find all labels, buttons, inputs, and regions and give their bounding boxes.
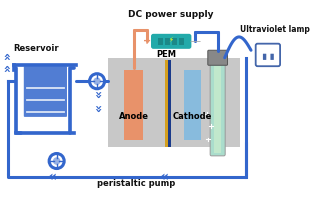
Circle shape bbox=[90, 74, 105, 89]
Text: +: + bbox=[143, 36, 151, 46]
FancyBboxPatch shape bbox=[256, 44, 280, 66]
Text: «: « bbox=[160, 170, 169, 184]
FancyBboxPatch shape bbox=[271, 54, 274, 60]
FancyBboxPatch shape bbox=[214, 66, 221, 153]
FancyBboxPatch shape bbox=[124, 70, 143, 140]
Text: Anode: Anode bbox=[119, 112, 149, 121]
FancyBboxPatch shape bbox=[24, 66, 67, 117]
FancyBboxPatch shape bbox=[184, 70, 201, 140]
FancyBboxPatch shape bbox=[208, 50, 227, 65]
Text: »: » bbox=[90, 91, 104, 99]
Text: ⚡: ⚡ bbox=[169, 37, 174, 43]
FancyBboxPatch shape bbox=[179, 38, 184, 45]
Text: DC power supply: DC power supply bbox=[129, 10, 214, 19]
FancyBboxPatch shape bbox=[210, 54, 225, 156]
FancyBboxPatch shape bbox=[172, 38, 177, 45]
Text: Reservoir: Reservoir bbox=[13, 44, 59, 53]
Circle shape bbox=[93, 77, 101, 85]
FancyBboxPatch shape bbox=[158, 38, 163, 45]
Text: «: « bbox=[47, 170, 56, 184]
Text: peristaltic pump: peristaltic pump bbox=[97, 179, 176, 188]
FancyBboxPatch shape bbox=[165, 60, 168, 147]
FancyBboxPatch shape bbox=[108, 58, 240, 147]
Text: »: » bbox=[90, 105, 104, 113]
Text: Ultraviolet lamp: Ultraviolet lamp bbox=[240, 25, 310, 34]
FancyBboxPatch shape bbox=[165, 38, 170, 45]
Text: »: » bbox=[0, 63, 13, 71]
Text: Cathode: Cathode bbox=[172, 112, 212, 121]
FancyBboxPatch shape bbox=[151, 34, 191, 49]
Text: PEM: PEM bbox=[157, 50, 177, 59]
Circle shape bbox=[53, 157, 61, 165]
Circle shape bbox=[49, 154, 64, 169]
Text: »: » bbox=[0, 51, 13, 59]
Text: —: — bbox=[189, 36, 200, 46]
FancyBboxPatch shape bbox=[168, 60, 171, 147]
FancyBboxPatch shape bbox=[263, 54, 266, 60]
